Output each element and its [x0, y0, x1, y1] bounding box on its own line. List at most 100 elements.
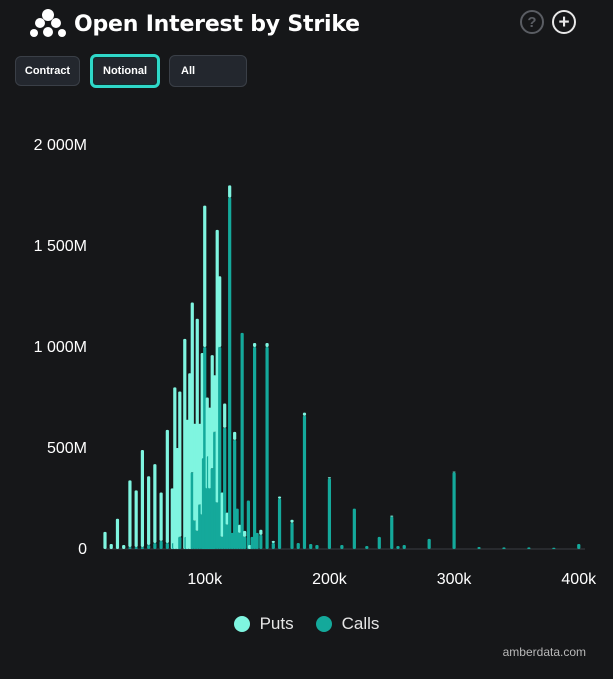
calls-bar[interactable] [290, 522, 294, 549]
puts-bar[interactable] [109, 543, 113, 549]
calls-bar[interactable] [302, 415, 307, 549]
puts-bar[interactable] [134, 490, 138, 547]
calls-bar[interactable] [140, 546, 145, 549]
calls-bar[interactable] [477, 546, 481, 549]
puts-bar[interactable] [188, 373, 192, 549]
legend-item-puts[interactable]: Puts [233, 614, 294, 634]
calls-bar[interactable] [243, 536, 247, 549]
calls-bar[interactable] [165, 542, 169, 549]
calls-bar[interactable] [253, 347, 257, 549]
puts-bar[interactable] [228, 185, 232, 198]
calls-bar[interactable] [230, 532, 234, 549]
puts-bar[interactable] [290, 519, 294, 523]
puts-bar[interactable] [198, 423, 202, 505]
puts-bar[interactable] [147, 476, 151, 545]
help-icon[interactable]: ? [520, 10, 544, 34]
puts-bar[interactable] [225, 512, 229, 525]
calls-bar[interactable] [240, 332, 244, 549]
calls-bar[interactable] [309, 543, 313, 549]
puts-bar[interactable] [452, 471, 456, 473]
puts-bar[interactable] [248, 544, 252, 549]
puts-bar[interactable] [233, 431, 237, 440]
puts-bar[interactable] [243, 530, 247, 537]
puts-bar[interactable] [327, 477, 332, 479]
calls-bar[interactable] [277, 498, 282, 550]
puts-bar[interactable] [178, 391, 182, 537]
calls-bar[interactable] [233, 439, 237, 549]
calls-bar[interactable] [134, 546, 138, 549]
calls-bar[interactable] [352, 508, 356, 549]
calls-bar[interactable] [223, 427, 227, 549]
puts-bar[interactable] [220, 492, 224, 537]
calls-bar[interactable] [502, 547, 506, 549]
calls-bar[interactable] [255, 532, 259, 549]
calls-bar[interactable] [396, 545, 400, 549]
calls-bar[interactable] [147, 544, 151, 549]
puts-bar[interactable] [271, 540, 275, 543]
puts-bar[interactable] [165, 429, 169, 543]
calls-bar[interactable] [190, 472, 194, 549]
calls-bar[interactable] [235, 508, 239, 549]
puts-bar[interactable] [128, 480, 132, 547]
puts-bar[interactable] [302, 412, 307, 416]
notional-button[interactable]: Notional [90, 54, 160, 88]
calls-bar[interactable] [246, 500, 250, 549]
puts-bar[interactable] [208, 407, 212, 489]
calls-bar[interactable] [452, 472, 456, 549]
puts-bar[interactable] [175, 448, 179, 549]
puts-bar[interactable] [277, 496, 282, 499]
calls-bar[interactable] [195, 530, 199, 549]
calls-bar[interactable] [178, 536, 182, 549]
calls-bar[interactable] [228, 197, 232, 549]
puts-bar[interactable] [238, 524, 242, 533]
calls-bar[interactable] [340, 544, 344, 549]
puts-bar[interactable] [115, 518, 120, 549]
puts-bar[interactable] [210, 355, 214, 469]
calls-bar[interactable] [225, 524, 229, 549]
puts-bar[interactable] [390, 515, 394, 517]
puts-bar[interactable] [223, 403, 227, 428]
calls-bar[interactable] [377, 536, 381, 549]
calls-bar[interactable] [271, 542, 275, 549]
calls-bar[interactable] [296, 542, 300, 549]
expiration-filter-select[interactable]: All [169, 55, 247, 87]
calls-bar[interactable] [218, 347, 222, 549]
puts-bar[interactable] [140, 450, 145, 547]
calls-bar[interactable] [552, 547, 556, 549]
puts-bar[interactable] [218, 276, 222, 347]
calls-bar[interactable] [315, 544, 319, 549]
puts-bar[interactable] [103, 531, 107, 549]
calls-bar[interactable] [215, 502, 219, 549]
calls-bar[interactable] [238, 532, 242, 549]
calls-bar[interactable] [402, 544, 406, 549]
calls-bar[interactable] [265, 347, 269, 549]
puts-bar[interactable] [193, 423, 197, 521]
calls-bar[interactable] [250, 536, 254, 549]
puts-bar[interactable] [185, 419, 189, 549]
calls-bar[interactable] [259, 534, 263, 549]
puts-bar[interactable] [122, 544, 126, 549]
calls-bar[interactable] [365, 545, 369, 549]
puts-bar[interactable] [253, 342, 257, 347]
calls-bar[interactable] [153, 542, 157, 549]
puts-bar[interactable] [213, 375, 217, 432]
calls-bar[interactable] [193, 520, 197, 549]
calls-bar[interactable] [159, 540, 163, 549]
calls-bar[interactable] [390, 516, 394, 549]
puts-bar[interactable] [159, 492, 163, 541]
calls-bar[interactable] [220, 536, 224, 549]
calls-bar[interactable] [427, 538, 431, 549]
calls-bar[interactable] [527, 547, 531, 549]
puts-bar[interactable] [195, 318, 199, 531]
calls-bar[interactable] [128, 546, 132, 549]
puts-bar[interactable] [183, 338, 187, 549]
calls-bar[interactable] [327, 478, 332, 549]
puts-bar[interactable] [265, 342, 269, 347]
calls-bar[interactable] [198, 504, 202, 549]
puts-bar[interactable] [190, 302, 194, 473]
legend-item-calls[interactable]: Calls [315, 614, 379, 634]
puts-bar[interactable] [170, 488, 174, 549]
contract-button[interactable]: Contract [15, 56, 80, 86]
puts-bar[interactable] [259, 529, 263, 535]
puts-bar[interactable] [215, 229, 219, 503]
